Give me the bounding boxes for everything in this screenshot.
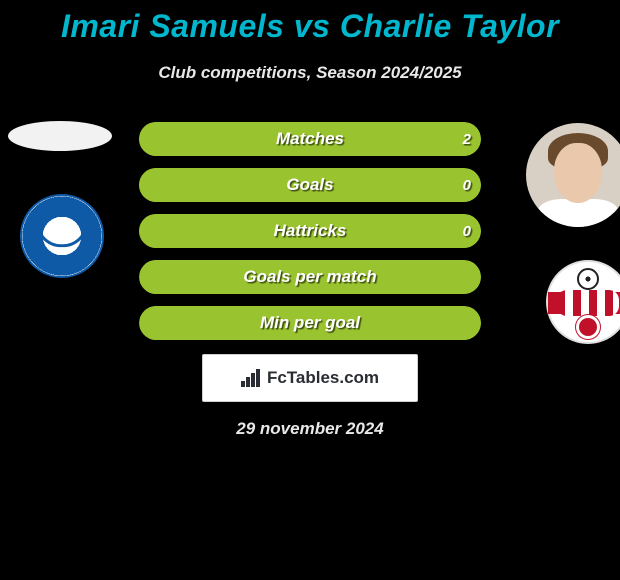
player-left-avatar bbox=[8, 121, 112, 151]
stat-bar-label: Min per goal bbox=[139, 306, 481, 340]
stat-bar: Hattricks0 bbox=[139, 214, 481, 248]
stat-bars: Matches2Goals0Hattricks0Goals per matchM… bbox=[139, 122, 481, 352]
stat-bar-value-right: 0 bbox=[431, 168, 471, 202]
branding-box: FcTables.com bbox=[202, 354, 418, 402]
brand-text: FcTables.com bbox=[267, 368, 379, 388]
stat-bar-value-right: 0 bbox=[431, 214, 471, 248]
stat-bar-label: Hattricks bbox=[139, 214, 481, 248]
stat-bar-value-right: 2 bbox=[431, 122, 471, 156]
brand-name: FcTables bbox=[267, 368, 339, 387]
brand-chart-icon bbox=[241, 369, 263, 387]
brand-domain: .com bbox=[339, 368, 379, 387]
stat-bar-label: Goals bbox=[139, 168, 481, 202]
page-title: Imari Samuels vs Charlie Taylor bbox=[0, 8, 620, 45]
stat-bar-label: Goals per match bbox=[139, 260, 481, 294]
comparison-infographic: Imari Samuels vs Charlie Taylor Club com… bbox=[0, 0, 620, 580]
date-line: 29 november 2024 bbox=[0, 419, 620, 439]
stat-bar: Goals0 bbox=[139, 168, 481, 202]
page-subtitle: Club competitions, Season 2024/2025 bbox=[0, 63, 620, 83]
club-left-badge bbox=[20, 194, 104, 278]
player-right-avatar bbox=[526, 123, 620, 227]
club-right-badge bbox=[546, 260, 620, 344]
stat-bar: Min per goal bbox=[139, 306, 481, 340]
stat-bar: Matches2 bbox=[139, 122, 481, 156]
stat-bar: Goals per match bbox=[139, 260, 481, 294]
stat-bar-label: Matches bbox=[139, 122, 481, 156]
